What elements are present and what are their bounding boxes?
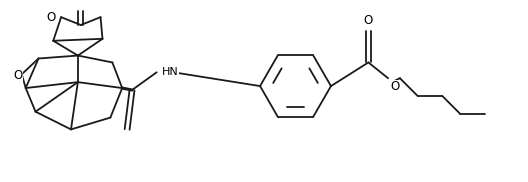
Text: O: O — [46, 11, 55, 24]
Text: O: O — [364, 14, 373, 27]
Text: O: O — [14, 69, 23, 82]
Text: HN: HN — [162, 67, 178, 77]
Text: O: O — [390, 80, 399, 93]
